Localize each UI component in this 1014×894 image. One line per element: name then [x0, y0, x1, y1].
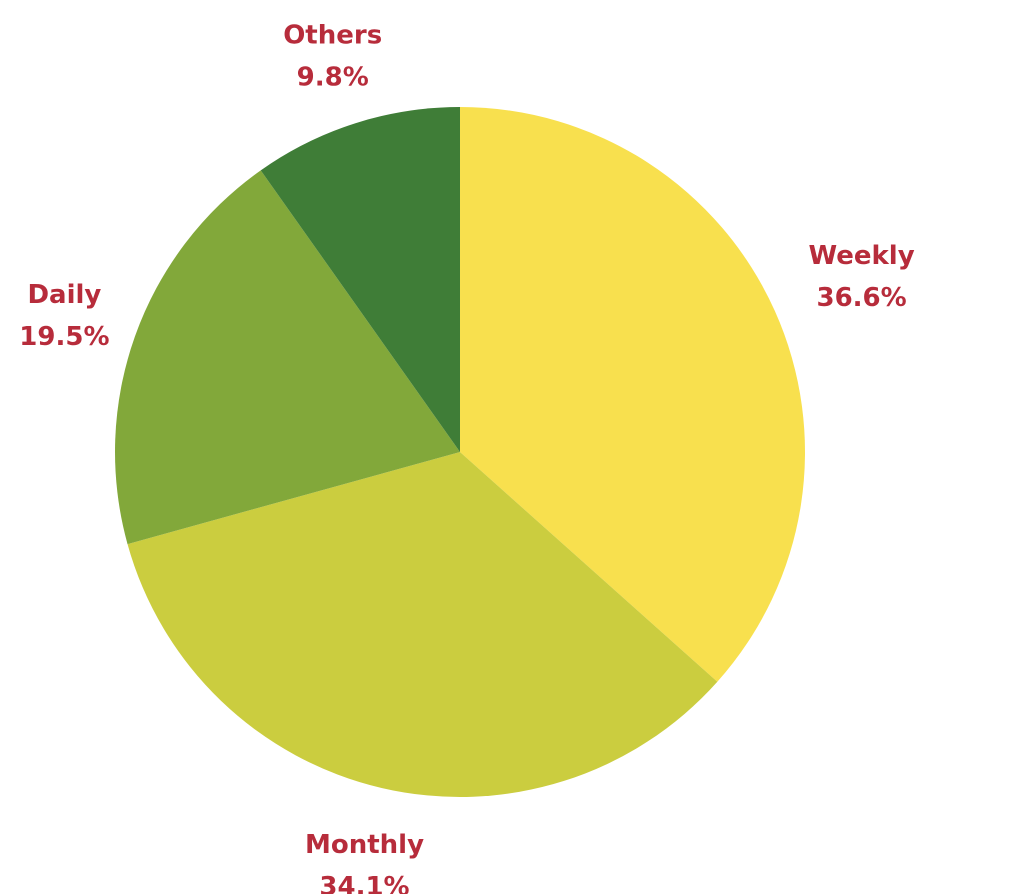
slice-name-monthly: Monthly: [305, 830, 424, 860]
pie-slice-others: [260, 107, 460, 452]
pie-slice-weekly: [460, 107, 805, 682]
slice-label-others: Others 9.8%: [283, 21, 382, 93]
slice-name-weekly: Weekly: [809, 241, 915, 271]
pie-slices: [115, 107, 805, 797]
slice-value-monthly: 34.1%: [319, 872, 409, 894]
slice-name-daily: Daily: [27, 280, 101, 310]
slice-label-weekly: Weekly 36.6%: [809, 241, 915, 313]
pie-slice-monthly: [127, 452, 718, 797]
slice-value-others: 9.8%: [297, 63, 369, 93]
pie-slice-daily: [115, 170, 461, 545]
pie-labels: Weekly 36.6% Monthly 34.1% Daily 19.5% Others 9…: [19, 21, 914, 894]
slice-value-daily: 19.5%: [19, 322, 109, 352]
slice-name-others: Others: [283, 21, 382, 51]
slice-label-daily: Daily 19.5%: [19, 280, 109, 352]
slice-value-weekly: 36.6%: [816, 283, 906, 313]
slice-label-monthly: Monthly 34.1%: [305, 830, 424, 894]
